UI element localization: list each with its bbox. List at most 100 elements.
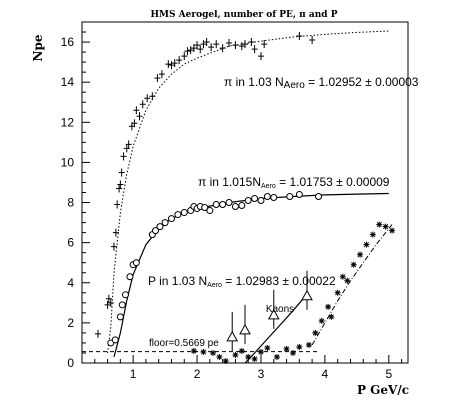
data-point-pi-103 (238, 42, 245, 51)
x-tick-label: 1 (130, 367, 137, 381)
data-point-pi-1015 (263, 193, 271, 201)
data-point-proton (238, 347, 245, 354)
data-point-pi-1015 (132, 259, 140, 267)
data-point-pi-1015 (161, 219, 169, 227)
data-point-pi-103 (118, 168, 125, 177)
data-point-pi-103 (232, 41, 239, 50)
x-axis-label: P GeV/c (357, 383, 409, 397)
data-point-proton (200, 348, 207, 355)
data-point-pi-103 (200, 40, 207, 49)
data-point-proton (328, 313, 335, 320)
p-103-annotation: P in 1.03 NAero = 1.02983 ± 0.00022 (148, 274, 336, 289)
data-point-proton (296, 343, 303, 350)
pi-1015-annotation: π in 1.015NAero = 1.01753 ± 0.00009 (198, 175, 390, 190)
data-point-pi-103 (197, 45, 204, 54)
data-point-pi-1015 (231, 203, 239, 211)
data-point-pi-103 (105, 294, 112, 303)
data-point-pi-1015 (126, 273, 134, 281)
data-point-pi-1015 (225, 199, 233, 207)
data-point-pi-1015 (295, 191, 303, 199)
data-point-pi-1015 (206, 207, 214, 215)
y-tick-label: 4 (67, 276, 74, 290)
data-point-proton (389, 227, 396, 234)
data-point-pi-103 (112, 228, 119, 237)
data-point-pi-103 (184, 47, 191, 56)
data-point-pi-103 (144, 94, 151, 103)
data-point-proton (222, 357, 229, 364)
y-tick-label: 10 (61, 155, 75, 169)
data-point-pi-1015 (315, 193, 323, 201)
data-point-pi-1015 (111, 336, 119, 344)
data-point-pi-1015 (219, 201, 227, 209)
pi-103-annotation: π in 1.03 NAero = 1.02952 ± 0.00003 (224, 75, 419, 91)
data-point-pi-103 (176, 56, 183, 65)
data-point-pi-103 (114, 200, 121, 209)
data-point-proton (245, 353, 252, 360)
data-point-proton (350, 261, 357, 268)
x-tick-label: 2 (194, 367, 201, 381)
fit-curve-3 (244, 295, 307, 364)
data-point-pi-103 (171, 59, 178, 68)
data-point-pi-103 (248, 38, 255, 47)
data-point-pi-103 (190, 44, 197, 53)
data-point-pi-103 (149, 92, 156, 101)
data-point-pi-103 (120, 152, 127, 161)
y-tick-label: 16 (61, 35, 75, 49)
y-tick-label: 0 (67, 356, 74, 370)
x-tick-label: 4 (322, 367, 329, 381)
kaons-annotation: Kaons (266, 304, 294, 315)
data-point-pi-1015 (121, 291, 129, 299)
data-point-kaon (226, 330, 239, 342)
data-point-proton (264, 344, 271, 351)
data-point-pi-103 (226, 39, 233, 48)
y-tick-label: 12 (61, 115, 75, 129)
data-point-kaon (301, 289, 313, 301)
data-point-pi-1015 (257, 197, 265, 205)
data-point-pi-1015 (244, 197, 252, 205)
data-point-proton (325, 303, 332, 310)
data-point-proton (382, 223, 389, 230)
data-point-pi-1015 (270, 194, 278, 202)
data-point-pi-1015 (174, 211, 182, 219)
data-point-proton (376, 221, 383, 228)
data-point-pi-103 (213, 40, 220, 49)
data-point-pi-1015 (118, 301, 126, 309)
data-point-proton (210, 349, 217, 356)
data-point-pi-103 (110, 242, 117, 251)
data-point-pi-1015 (212, 201, 220, 209)
data-point-pi-1015 (167, 215, 175, 223)
data-point-pi-103 (257, 52, 264, 61)
data-point-pi-103 (104, 300, 111, 309)
data-point-pi-103 (133, 106, 140, 115)
data-point-pi-103 (131, 119, 138, 128)
chart-title: HMS Aerogel, number of PE, π and P (151, 10, 338, 20)
data-point-pi-103 (136, 112, 143, 121)
data-point-kaon (267, 308, 280, 320)
data-point-pi-103 (165, 60, 172, 69)
data-point-pi-103 (116, 184, 123, 193)
data-point-proton (257, 348, 264, 355)
data-point-pi-103 (139, 100, 146, 109)
data-point-proton (232, 351, 239, 358)
y-axis-label: Npe (31, 34, 45, 61)
data-point-pi-103 (296, 32, 303, 41)
data-point-proton (363, 241, 370, 248)
data-point-pi-103 (123, 144, 130, 153)
data-point-pi-1015 (286, 193, 294, 201)
fit-curve-1 (107, 30, 389, 354)
data-point-proton (190, 347, 197, 354)
data-point-pi-103 (117, 180, 124, 189)
data-point-pi-103 (208, 43, 215, 52)
data-point-proton (318, 317, 325, 324)
data-point-proton (369, 231, 376, 238)
x-tick-label: 5 (385, 367, 392, 381)
data-point-proton (334, 289, 341, 296)
data-point-pi-103 (181, 52, 188, 61)
data-point-pi-103 (251, 45, 258, 54)
fit-curve-4 (311, 224, 393, 346)
data-point-pi-103 (94, 329, 101, 338)
data-point-pi-1015 (238, 202, 246, 210)
y-tick-label: 6 (67, 236, 74, 250)
